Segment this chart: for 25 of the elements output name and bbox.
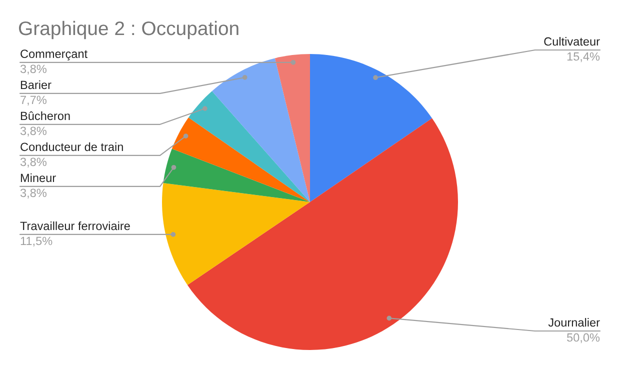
data-label: 3,8% xyxy=(20,64,46,74)
pie-slice xyxy=(188,91,310,202)
data-label: 3,8% xyxy=(20,126,46,136)
slice-label: Commerçant xyxy=(20,50,88,60)
slice-label: Travailleur ferroviaire xyxy=(20,221,130,230)
data-label: 50,0% xyxy=(567,333,600,344)
data-label: 7,7% xyxy=(20,96,46,106)
pie-slice xyxy=(172,118,310,202)
slice-label: Conducteur de train xyxy=(20,142,123,152)
slice-label: Barier xyxy=(20,80,52,90)
pie-slice xyxy=(212,58,310,202)
pie-slice xyxy=(310,54,432,202)
pie-slice xyxy=(162,182,310,285)
chart-title: Graphique 2 : Occupation xyxy=(18,20,238,40)
pie-slice xyxy=(274,54,310,202)
data-label: 15,4% xyxy=(567,52,600,62)
slice-label: Mineur xyxy=(20,173,56,182)
data-label: 3,8% xyxy=(20,158,46,168)
data-label: 11,5% xyxy=(20,236,52,247)
slice-label: Journalier xyxy=(548,318,600,327)
slice-label: Bûcheron xyxy=(20,111,70,120)
pie-slice xyxy=(163,148,310,202)
data-label: 3,8% xyxy=(20,188,46,198)
pie-slice xyxy=(187,118,458,350)
slice-label: Cultivateur xyxy=(544,36,600,46)
